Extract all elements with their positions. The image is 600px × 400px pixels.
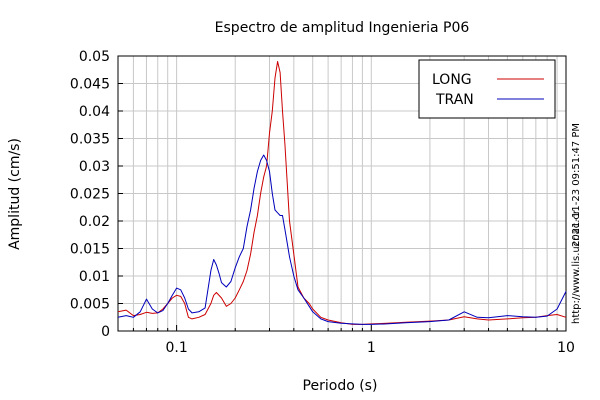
y-tick-label: 0.04	[79, 104, 110, 120]
legend-label-long: LONG	[432, 72, 472, 88]
y-tick-label: 0	[101, 324, 110, 340]
x-tick-label: 10	[557, 340, 575, 356]
y-axis-label: Amplitud (cm/s)	[7, 138, 23, 250]
axis-ticks	[117, 55, 567, 332]
y-tick-label: 0.005	[70, 297, 110, 313]
y-tick-label: 0.025	[70, 187, 110, 203]
y-tick-label: 0.02	[79, 214, 110, 230]
y-tick-label: 0.045	[70, 77, 110, 93]
series-line-tran	[117, 154, 567, 325]
y-tick-label: 0.03	[79, 159, 110, 175]
series-lines	[117, 61, 567, 325]
timestamp-text: 2021-11-23 09:51:47 PM	[571, 123, 582, 247]
x-tick-label: 1	[367, 340, 376, 356]
y-tick-label: 0.01	[79, 269, 110, 285]
y-tick-label: 0.035	[70, 132, 110, 148]
y-tick-label: 0.05	[79, 49, 110, 65]
legend: LONG TRAN	[418, 59, 556, 119]
y-tick-label: 0.015	[70, 242, 110, 258]
legend-label-tran: TRAN	[435, 92, 474, 108]
x-tick-labels: 0.1 1 10	[165, 340, 574, 356]
y-tick-labels: 0 0.005 0.01 0.015 0.02 0.025 0.03 0.035 0.04 0.0…	[70, 49, 110, 340]
source-url-text: http://www.lis.ucr.ac.cr	[571, 209, 582, 324]
x-tick-label: 0.1	[165, 340, 187, 356]
chart-title: Espectro de amplitud Ingenieria P06	[215, 20, 470, 36]
series-line-long	[117, 61, 567, 325]
legend-box	[418, 59, 556, 119]
x-axis-label: Periodo (s)	[303, 378, 378, 394]
